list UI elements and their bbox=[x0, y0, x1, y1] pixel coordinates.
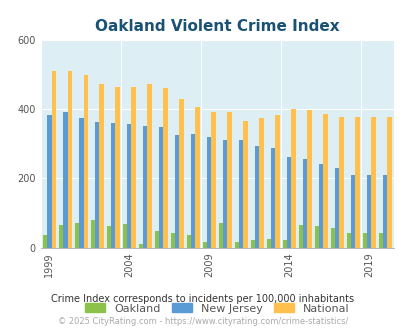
Bar bbox=[47, 115, 51, 248]
Legend: Oakland, New Jersey, National: Oakland, New Jersey, National bbox=[81, 299, 353, 318]
Bar bbox=[275, 115, 279, 248]
Bar bbox=[163, 88, 167, 248]
Bar bbox=[202, 242, 207, 248]
Bar bbox=[322, 114, 327, 248]
Bar bbox=[370, 116, 375, 248]
Bar bbox=[175, 135, 179, 248]
Bar bbox=[207, 137, 211, 248]
Bar bbox=[79, 117, 83, 248]
Bar bbox=[186, 235, 191, 248]
Bar bbox=[154, 231, 159, 248]
Bar bbox=[254, 146, 259, 248]
Bar bbox=[127, 124, 131, 248]
Bar bbox=[307, 110, 311, 248]
Bar bbox=[239, 140, 243, 248]
Bar bbox=[350, 176, 354, 248]
Bar bbox=[339, 116, 343, 248]
Bar bbox=[250, 240, 254, 248]
Bar bbox=[123, 224, 127, 248]
Bar bbox=[266, 239, 270, 248]
Bar bbox=[222, 140, 227, 248]
Bar bbox=[302, 159, 307, 248]
Bar bbox=[147, 84, 151, 248]
Bar bbox=[179, 99, 183, 248]
Bar bbox=[111, 123, 115, 248]
Bar bbox=[270, 148, 275, 248]
Bar bbox=[386, 116, 390, 248]
Bar bbox=[51, 72, 56, 248]
Bar bbox=[377, 233, 382, 248]
Bar bbox=[211, 112, 215, 248]
Bar bbox=[318, 164, 322, 248]
Bar bbox=[227, 112, 231, 248]
Bar bbox=[243, 121, 247, 248]
Bar bbox=[286, 157, 290, 248]
Bar bbox=[234, 242, 239, 248]
Text: © 2025 CityRating.com - https://www.cityrating.com/crime-statistics/: © 2025 CityRating.com - https://www.city… bbox=[58, 317, 347, 326]
Bar bbox=[143, 125, 147, 248]
Bar bbox=[75, 223, 79, 248]
Bar bbox=[139, 244, 143, 248]
Title: Oakland Violent Crime Index: Oakland Violent Crime Index bbox=[95, 19, 339, 34]
Bar bbox=[171, 233, 175, 248]
Bar bbox=[107, 226, 111, 248]
Bar bbox=[91, 220, 95, 248]
Bar bbox=[362, 233, 366, 248]
Bar bbox=[382, 176, 386, 248]
Bar bbox=[43, 235, 47, 248]
Bar bbox=[131, 87, 135, 248]
Bar bbox=[314, 226, 318, 248]
Bar bbox=[330, 228, 334, 248]
Bar bbox=[334, 169, 339, 248]
Bar bbox=[115, 87, 119, 248]
Bar bbox=[191, 134, 195, 248]
Bar bbox=[67, 72, 72, 248]
Bar bbox=[298, 225, 302, 248]
Bar bbox=[99, 84, 104, 248]
Bar bbox=[346, 233, 350, 248]
Bar bbox=[218, 223, 222, 248]
Bar bbox=[83, 75, 87, 248]
Bar bbox=[59, 225, 63, 248]
Bar bbox=[354, 116, 359, 248]
Bar bbox=[290, 109, 295, 248]
Bar bbox=[366, 176, 370, 248]
Bar bbox=[259, 117, 263, 248]
Bar bbox=[95, 122, 99, 248]
Bar bbox=[195, 107, 199, 248]
Bar bbox=[282, 240, 286, 248]
Bar bbox=[159, 127, 163, 248]
Bar bbox=[63, 112, 67, 248]
Text: Crime Index corresponds to incidents per 100,000 inhabitants: Crime Index corresponds to incidents per… bbox=[51, 294, 354, 304]
